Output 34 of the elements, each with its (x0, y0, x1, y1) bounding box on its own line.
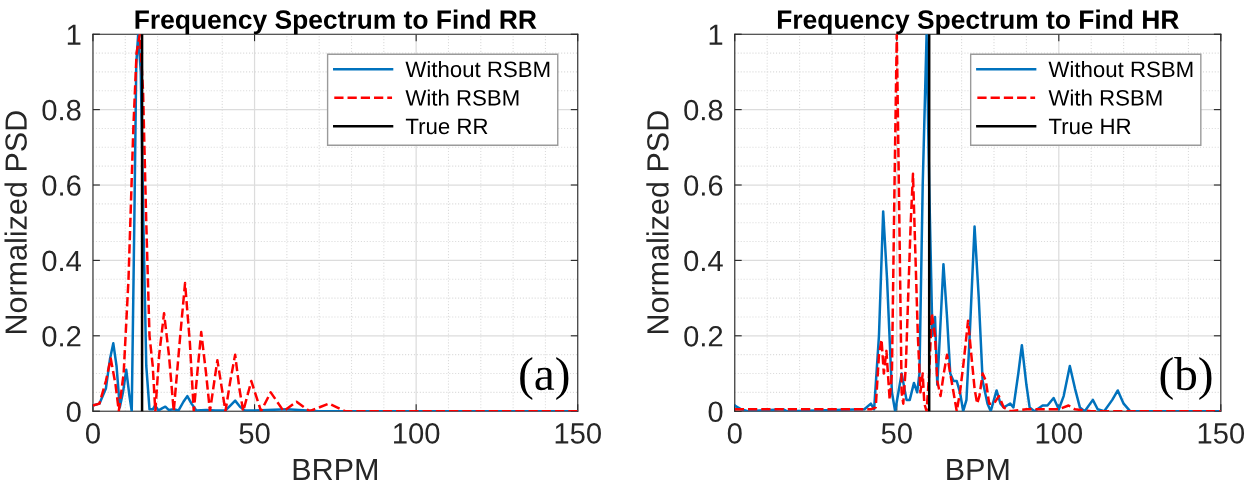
legend-label: With RSBM (1048, 89, 1162, 106)
x-axis-title: BPM (947, 458, 1009, 480)
y-tick-label: 1 (709, 24, 723, 45)
y-tick-label: 0.6 (684, 175, 723, 196)
legend-label: True RR (405, 118, 488, 135)
y-tick-label: 1 (67, 24, 81, 45)
y-axis-title: Normalized PSD (4, 111, 27, 334)
legend-label: Without RSBM (1048, 60, 1193, 78)
x-tick-label: 50 (881, 423, 912, 444)
y-tick-label: 0.4 (684, 250, 723, 272)
y-tick-label: 0.2 (684, 325, 723, 347)
x-axis-title: BRPM (293, 458, 377, 480)
chart-title: Frequency Spectrum to Find RR (135, 9, 537, 35)
y-tick-label: 0.6 (42, 175, 81, 196)
legend-label: True HR (1048, 118, 1131, 135)
y-tick-label: 0.2 (42, 325, 81, 347)
y-axis-title: Normalized PSD (646, 111, 669, 334)
annotation: (a) (520, 357, 569, 400)
x-tick-label: 0 (85, 423, 100, 444)
x-tick-label: 50 (239, 423, 270, 444)
y-tick-label: 0.8 (42, 99, 81, 121)
y-tick-label: 0 (66, 401, 81, 423)
chart-title: Frequency Spectrum to Find HR (777, 9, 1179, 35)
legend-label: With RSBM (405, 89, 519, 106)
y-tick-label: 0.4 (42, 250, 81, 272)
y-tick-label: 0.8 (684, 99, 723, 121)
x-tick-label: 150 (555, 423, 601, 444)
x-tick-label: 100 (1036, 423, 1082, 444)
x-tick-label: 100 (394, 423, 440, 444)
y-tick-label: 0 (708, 401, 723, 423)
legend-label: Without RSBM (405, 60, 550, 78)
annotation: (b) (1160, 357, 1212, 400)
x-tick-label: 0 (727, 423, 742, 444)
x-tick-label: 150 (1198, 423, 1245, 444)
